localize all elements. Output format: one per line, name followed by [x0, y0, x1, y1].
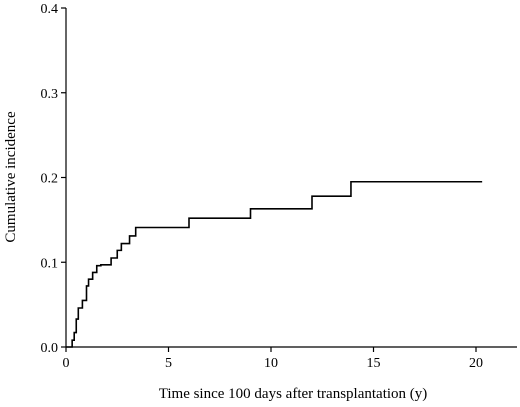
y-tick-label: 0.4	[41, 2, 59, 17]
y-tick-label: 0.1	[41, 256, 59, 271]
x-tick-label: 15	[367, 356, 381, 371]
x-tick-label: 0	[63, 356, 70, 371]
y-tick-label: 0.3	[41, 87, 59, 102]
series-step-line	[66, 180, 483, 348]
x-tick-label: 5	[165, 356, 172, 371]
x-tick-label: 20	[469, 356, 483, 371]
y-tick-label: 0.0	[41, 341, 59, 356]
y-tick-label: 0.2	[41, 172, 59, 187]
y-axis-title: Cumulative incidence	[3, 111, 19, 243]
x-axis-title: Time since 100 days after transplantatio…	[159, 386, 428, 402]
x-tick-label: 10	[264, 356, 278, 371]
